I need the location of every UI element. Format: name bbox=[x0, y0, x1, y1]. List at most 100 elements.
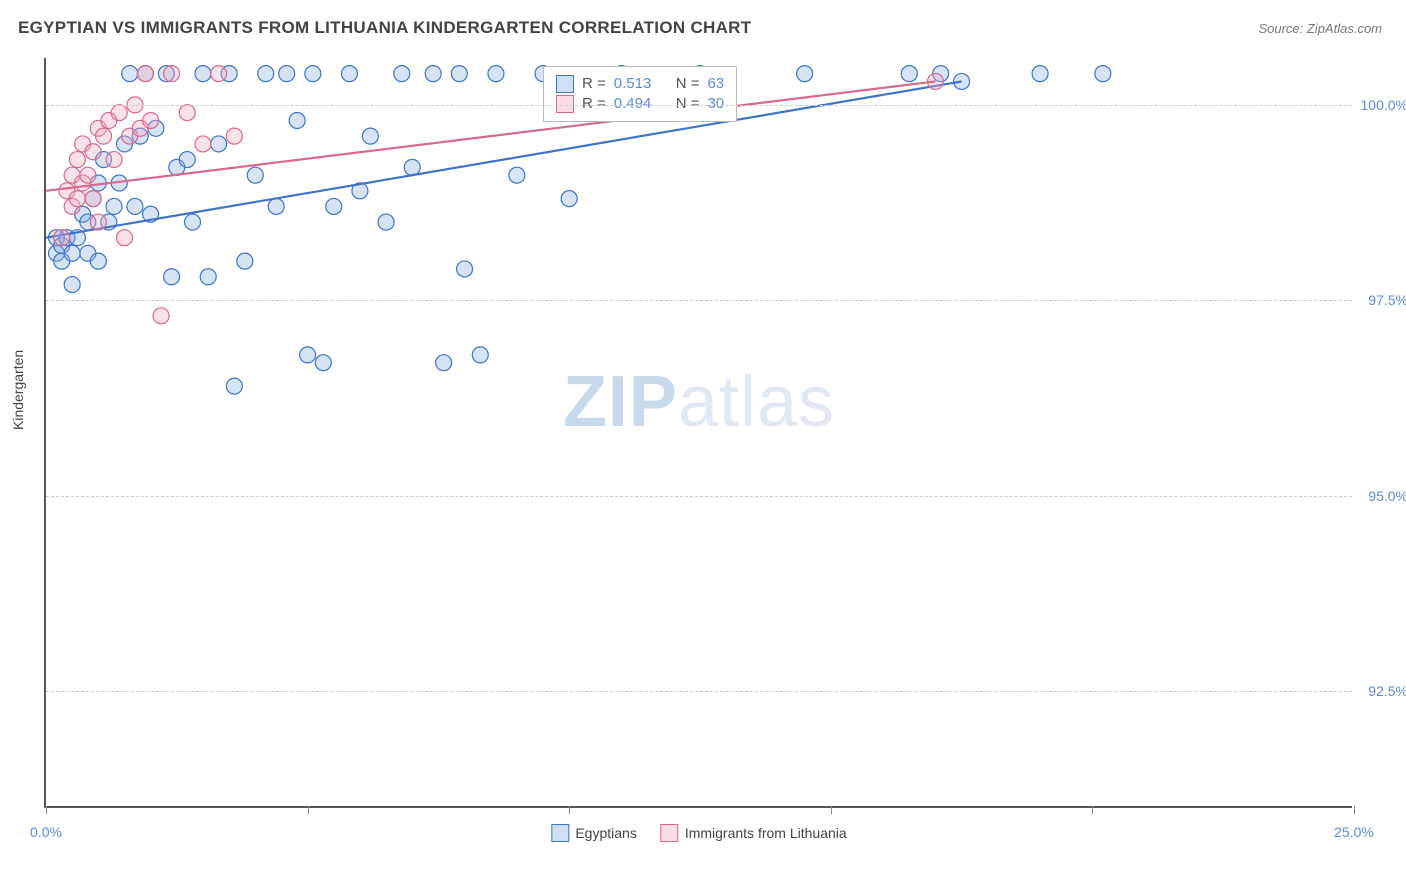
x-tick-mark bbox=[569, 806, 570, 814]
data-point bbox=[143, 113, 159, 129]
x-tick-mark bbox=[308, 806, 309, 814]
stat-n-value: 63 bbox=[707, 75, 724, 92]
data-point bbox=[64, 277, 80, 293]
data-point bbox=[289, 113, 305, 129]
legend-label: Immigrants from Lithuania bbox=[685, 825, 847, 841]
data-point bbox=[797, 66, 813, 82]
x-tick-label-left: 0.0% bbox=[30, 824, 62, 840]
data-point bbox=[362, 128, 378, 144]
data-point bbox=[211, 136, 227, 152]
data-point bbox=[300, 347, 316, 363]
legend-item: Egyptians bbox=[551, 824, 636, 842]
y-tick-label: 92.5% bbox=[1368, 683, 1406, 699]
grid-line bbox=[46, 105, 1352, 106]
data-point bbox=[226, 378, 242, 394]
data-point bbox=[85, 191, 101, 207]
data-point bbox=[90, 214, 106, 230]
data-point bbox=[164, 269, 180, 285]
stat-r-value: 0.513 bbox=[614, 75, 652, 92]
data-point bbox=[237, 253, 253, 269]
data-point bbox=[64, 245, 80, 261]
stat-r-value: 0.494 bbox=[614, 95, 652, 112]
data-point bbox=[315, 355, 331, 371]
data-point bbox=[85, 144, 101, 160]
data-point bbox=[509, 167, 525, 183]
grid-line bbox=[46, 691, 1352, 692]
data-point bbox=[561, 191, 577, 207]
data-point bbox=[404, 159, 420, 175]
data-point bbox=[488, 66, 504, 82]
data-point bbox=[106, 152, 122, 168]
data-point bbox=[80, 167, 96, 183]
data-point bbox=[394, 66, 410, 82]
data-point bbox=[96, 128, 112, 144]
data-point bbox=[326, 198, 342, 214]
data-point bbox=[305, 66, 321, 82]
stat-r-label: R = bbox=[582, 75, 606, 92]
x-tick-mark bbox=[1354, 806, 1355, 814]
data-point bbox=[247, 167, 263, 183]
data-point bbox=[211, 66, 227, 82]
stat-n-label: N = bbox=[676, 95, 700, 112]
stats-row: R = 0.494 N = 30 bbox=[556, 95, 724, 113]
data-point bbox=[164, 66, 180, 82]
x-tick-mark bbox=[46, 806, 47, 814]
stats-row: R = 0.513 N = 63 bbox=[556, 75, 724, 93]
y-tick-label: 97.5% bbox=[1368, 292, 1406, 308]
data-point bbox=[436, 355, 452, 371]
scatter-svg bbox=[46, 58, 1352, 806]
data-point bbox=[226, 128, 242, 144]
legend-swatch bbox=[551, 824, 569, 842]
source-label: Source: ZipAtlas.com bbox=[1258, 21, 1382, 36]
legend-swatch bbox=[661, 824, 679, 842]
x-tick-label-right: 25.0% bbox=[1334, 824, 1374, 840]
data-point bbox=[195, 136, 211, 152]
data-point bbox=[122, 66, 138, 82]
data-point bbox=[137, 66, 153, 82]
x-tick-mark bbox=[831, 806, 832, 814]
stat-n-label: N = bbox=[676, 75, 700, 92]
data-point bbox=[179, 105, 195, 121]
grid-line bbox=[46, 496, 1352, 497]
data-point bbox=[457, 261, 473, 277]
grid-line bbox=[46, 300, 1352, 301]
data-point bbox=[195, 66, 211, 82]
data-point bbox=[184, 214, 200, 230]
data-point bbox=[425, 66, 441, 82]
chart-title: EGYPTIAN VS IMMIGRANTS FROM LITHUANIA KI… bbox=[18, 18, 751, 38]
data-point bbox=[106, 198, 122, 214]
data-point bbox=[472, 347, 488, 363]
legend-swatch bbox=[556, 95, 574, 113]
data-point bbox=[341, 66, 357, 82]
chart-plot-area: ZIPatlas R = 0.513 N = 63R = 0.494 N = 3… bbox=[44, 58, 1352, 808]
trendline bbox=[46, 81, 935, 190]
data-point bbox=[69, 152, 85, 168]
stat-n-value: 30 bbox=[707, 95, 724, 112]
data-point bbox=[258, 66, 274, 82]
legend-bottom: Egyptians Immigrants from Lithuania bbox=[551, 824, 846, 842]
data-point bbox=[179, 152, 195, 168]
y-axis-title: Kindergarten bbox=[10, 350, 26, 430]
data-point bbox=[116, 230, 132, 246]
correlation-stats-box: R = 0.513 N = 63R = 0.494 N = 30 bbox=[543, 66, 737, 122]
data-point bbox=[90, 253, 106, 269]
data-point bbox=[378, 214, 394, 230]
data-point bbox=[901, 66, 917, 82]
x-tick-mark bbox=[1092, 806, 1093, 814]
legend-swatch bbox=[556, 75, 574, 93]
data-point bbox=[1095, 66, 1111, 82]
data-point bbox=[54, 230, 70, 246]
data-point bbox=[451, 66, 467, 82]
stat-r-label: R = bbox=[582, 95, 606, 112]
y-tick-label: 95.0% bbox=[1368, 488, 1406, 504]
data-point bbox=[111, 105, 127, 121]
legend-item: Immigrants from Lithuania bbox=[661, 824, 847, 842]
data-point bbox=[153, 308, 169, 324]
data-point bbox=[200, 269, 216, 285]
y-tick-label: 100.0% bbox=[1361, 97, 1406, 113]
data-point bbox=[69, 191, 85, 207]
data-point bbox=[1032, 66, 1048, 82]
data-point bbox=[127, 198, 143, 214]
data-point bbox=[279, 66, 295, 82]
legend-label: Egyptians bbox=[575, 825, 636, 841]
